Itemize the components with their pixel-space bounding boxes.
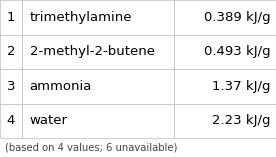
Text: (based on 4 values; 6 unavailable): (based on 4 values; 6 unavailable) xyxy=(6,143,178,153)
